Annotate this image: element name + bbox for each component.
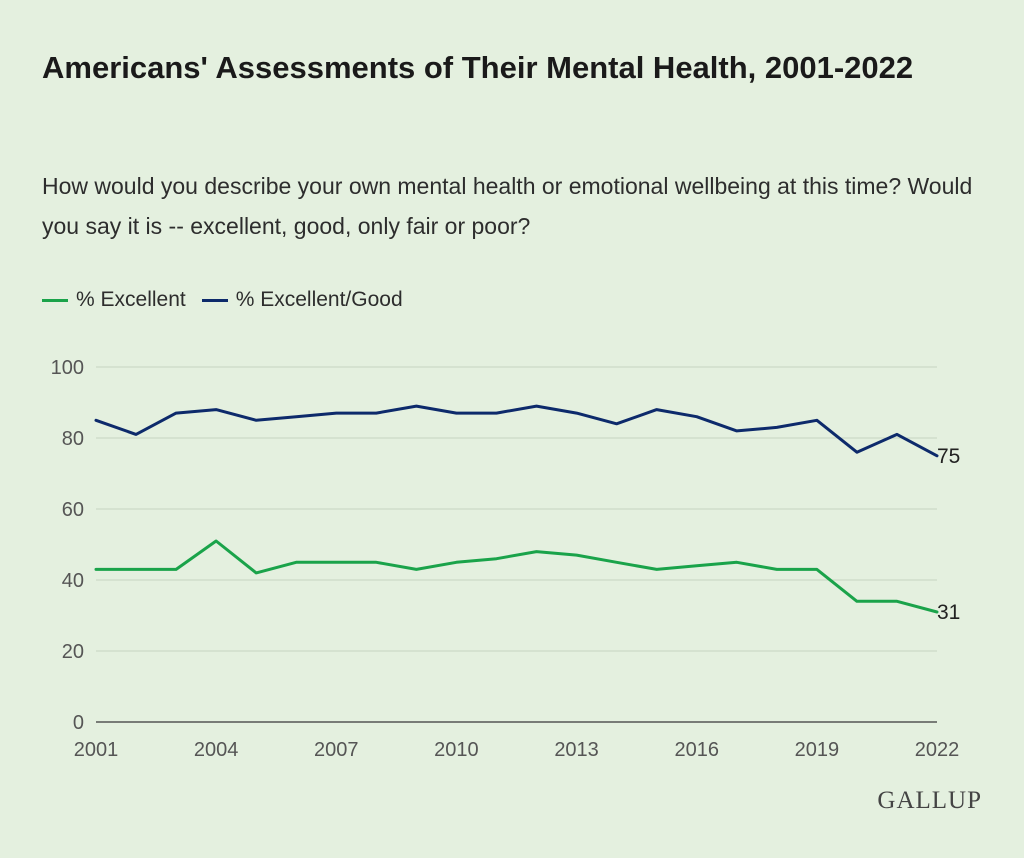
gridlines — [96, 366, 937, 723]
series-lines — [94, 404, 939, 614]
y-tick-label: 20 — [62, 641, 84, 663]
legend-label-excellent-good: % Excellent/Good — [235, 288, 403, 311]
x-tick-label: 2004 — [194, 739, 239, 761]
x-tick-label: 2001 — [74, 739, 119, 761]
x-tick-label: 2013 — [554, 739, 599, 761]
x-tick-label: 2010 — [434, 739, 479, 761]
legend-item-excellent-good: % Excellent/Good — [201, 288, 403, 312]
chart-legend: % Excellent % Excellent/Good — [42, 285, 419, 315]
legend-swatch-excellent-good — [201, 298, 228, 302]
end-label-excellent: 31 — [937, 601, 960, 624]
y-tick-label: 80 — [62, 428, 84, 450]
x-tick-label: 2007 — [314, 739, 359, 761]
series-line-excellent-good — [94, 404, 939, 458]
x-tick-label: 2016 — [674, 739, 719, 761]
x-tick-label: 2022 — [915, 739, 960, 761]
y-tick-label: 100 — [51, 357, 84, 379]
axis-labels: 0 20 40 60 80 100 2001 2004 2007 2010 2013 2016 2019… — [51, 357, 961, 761]
legend-swatch-excellent — [42, 298, 68, 302]
series-line-excellent — [94, 539, 939, 614]
chart-subtitle: How would you describe your own mental h… — [42, 173, 973, 239]
chart-title: Americans' Assessments of Their Mental H… — [42, 50, 914, 85]
legend-item-excellent: % Excellent — [42, 288, 186, 312]
legend-label-excellent: % Excellent — [76, 288, 186, 311]
end-label-excellent-good: 75 — [937, 445, 960, 468]
x-tick-label: 2019 — [795, 739, 840, 761]
y-tick-label: 40 — [62, 570, 84, 592]
y-tick-label: 60 — [62, 499, 84, 521]
y-tick-label: 0 — [73, 712, 84, 734]
gallup-logo: GALLUP — [877, 787, 982, 814]
